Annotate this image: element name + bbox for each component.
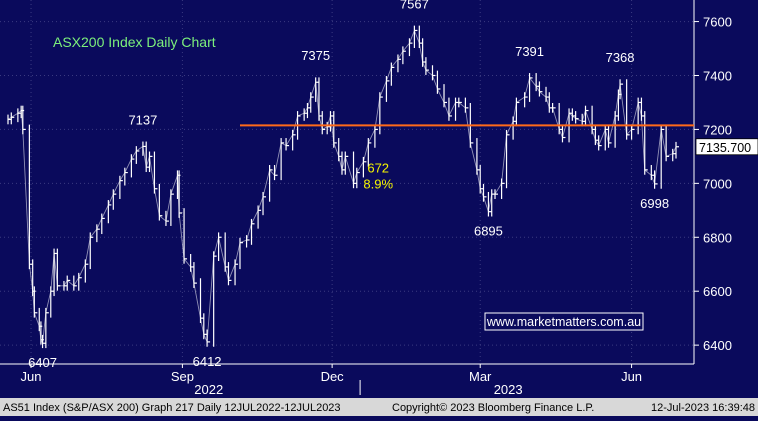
- price-annotation: 7368: [606, 50, 635, 65]
- price-annotation: 7391: [515, 44, 544, 59]
- footer-left: AS51 Index (S&P/ASX 200) Graph 217 Daily…: [3, 402, 341, 414]
- price-annotation: 7137: [128, 112, 157, 127]
- x-tick-label: Sep: [171, 369, 194, 384]
- y-tick-label: 6400: [703, 338, 732, 353]
- x-year-label: 2023: [494, 382, 523, 397]
- footer-bar: [0, 398, 758, 416]
- x-year-label: 2022: [194, 382, 223, 397]
- x-tick-label: Mar: [469, 369, 492, 384]
- y-tick-label: 6800: [703, 230, 732, 245]
- move-percent-label: 8.9%: [363, 177, 393, 192]
- footer-center: Copyright© 2023 Bloomberg Finance L.P.: [392, 402, 594, 414]
- last-price-label: 7135.700: [699, 141, 751, 155]
- watermark-box: [484, 312, 644, 331]
- price-annotation: 7567: [400, 0, 429, 11]
- x-tick-label: Jun: [621, 369, 642, 384]
- price-annotation: 6895: [474, 224, 503, 239]
- footer-right: 12-Jul-2023 16:39:48: [651, 402, 755, 414]
- move-points-label: 672: [367, 161, 389, 176]
- chart-title: ASX200 Index Daily Chart: [53, 34, 216, 50]
- y-tick-label: 7200: [703, 122, 732, 137]
- x-tick-label: Dec: [321, 369, 345, 384]
- y-tick-label: 7000: [703, 176, 732, 191]
- price-annotation: 7375: [301, 48, 330, 63]
- price-annotation: 6998: [640, 196, 669, 211]
- watermark-text: www.marketmatters.com.au: [486, 315, 641, 329]
- price-annotation: 6407: [28, 355, 57, 370]
- x-tick-label: Jun: [21, 369, 42, 384]
- y-tick-label: 6600: [703, 284, 732, 299]
- price-annotation: 6412: [193, 354, 222, 369]
- y-tick-label: 7600: [703, 15, 732, 30]
- y-tick-label: 7400: [703, 68, 732, 83]
- last-price-box: [695, 138, 758, 156]
